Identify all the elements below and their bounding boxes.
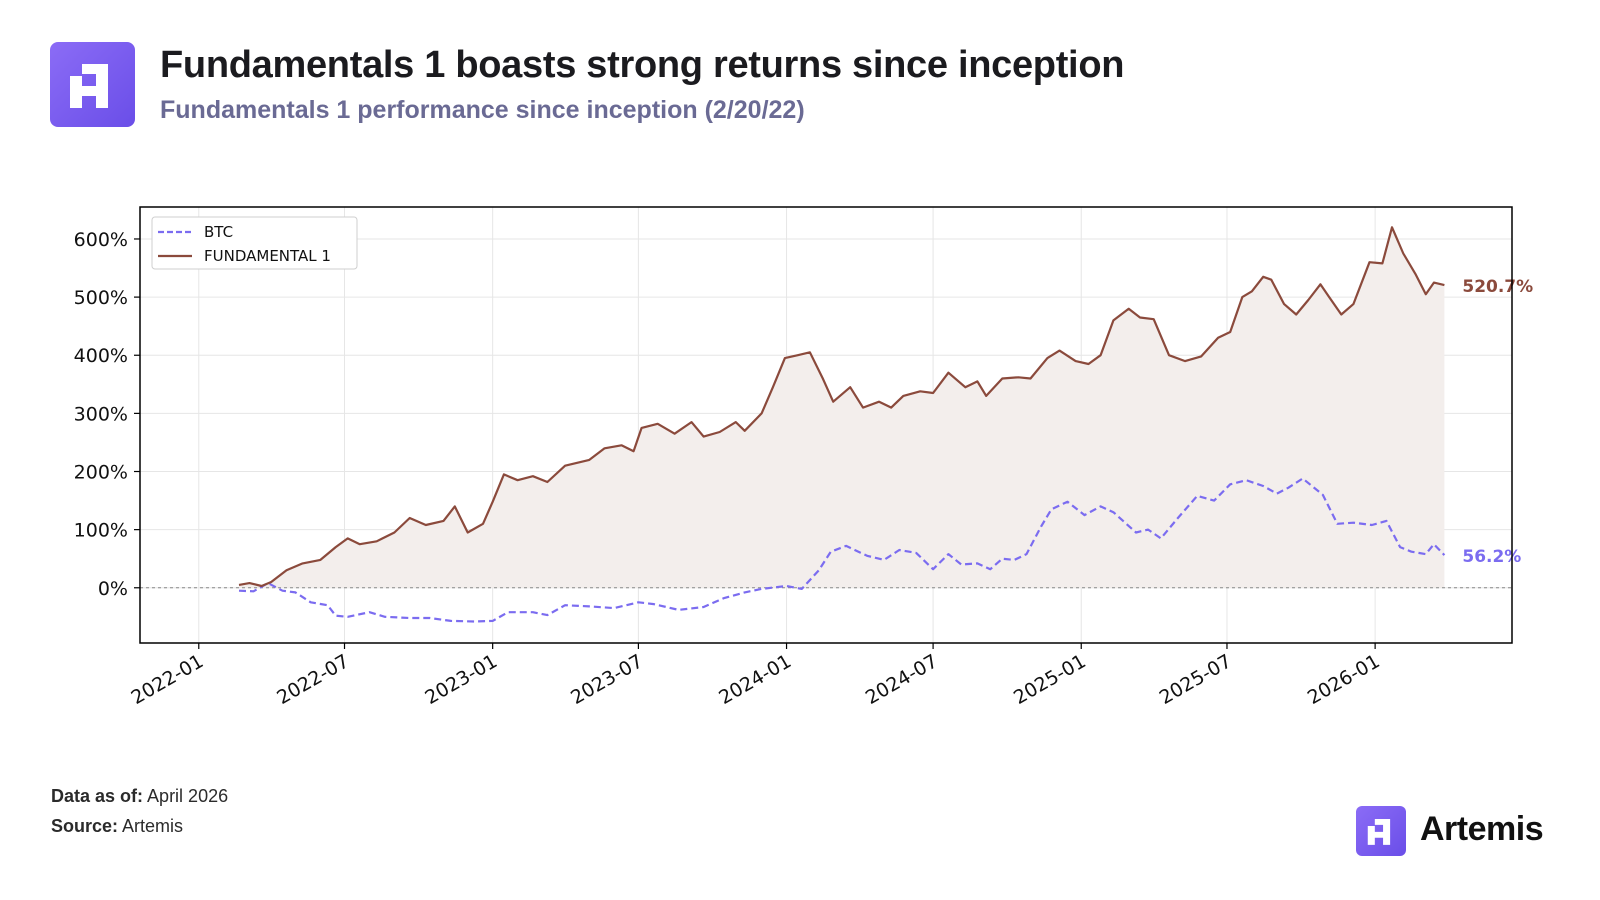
legend-label-1: FUNDAMENTAL 1: [204, 247, 331, 265]
x-tick-label-1: 2022-07: [273, 650, 353, 709]
x-tick-label-5: 2024-07: [862, 650, 942, 709]
y-tick-label-2: 200%: [74, 462, 128, 484]
series-area-fill: [239, 227, 1445, 588]
x-tick-label-3: 2023-07: [567, 650, 647, 709]
x-tick-label-8: 2026-01: [1304, 650, 1384, 709]
artemis-brand-icon: [1356, 806, 1406, 856]
series-end-label-0: 56.2%: [1462, 547, 1521, 567]
series-line-0: [238, 477, 1446, 623]
series-line-1: [238, 226, 1445, 588]
y-tick-label-1: 100%: [74, 520, 128, 542]
x-tick-label-0: 2022-01: [128, 650, 208, 709]
source-value: Artemis: [122, 816, 184, 836]
x-tick-label-2: 2023-01: [421, 650, 501, 709]
y-tick-label-6: 600%: [74, 229, 128, 251]
series-end-label-1: 520.7%: [1462, 277, 1533, 297]
y-tick-label-4: 400%: [74, 345, 128, 367]
plot-frame: [139, 206, 1513, 644]
brand-name: Artemis: [1420, 810, 1544, 848]
x-tick-label-7: 2025-07: [1156, 650, 1236, 709]
x-tick-label-6: 2025-01: [1010, 650, 1090, 709]
data-as-of-label: Data as of:: [51, 786, 144, 806]
source-line: Source: Artemis: [51, 816, 183, 837]
data-as-of-value: April 2026: [147, 786, 229, 806]
page-subtitle: Fundamentals 1 performance since incepti…: [160, 96, 805, 124]
page-title: Fundamentals 1 boasts strong returns sin…: [160, 44, 1125, 86]
source-label: Source:: [51, 816, 119, 836]
artemis-logo-icon: [50, 42, 135, 127]
x-tick-label-4: 2024-01: [715, 650, 795, 709]
y-tick-label-0: 0%: [98, 578, 128, 600]
legend-label-0: BTC: [204, 223, 233, 241]
y-tick-label-3: 300%: [74, 403, 128, 425]
y-tick-label-5: 500%: [74, 287, 128, 309]
data-as-of: Data as of: April 2026: [51, 786, 228, 807]
legend-box: [151, 216, 358, 270]
